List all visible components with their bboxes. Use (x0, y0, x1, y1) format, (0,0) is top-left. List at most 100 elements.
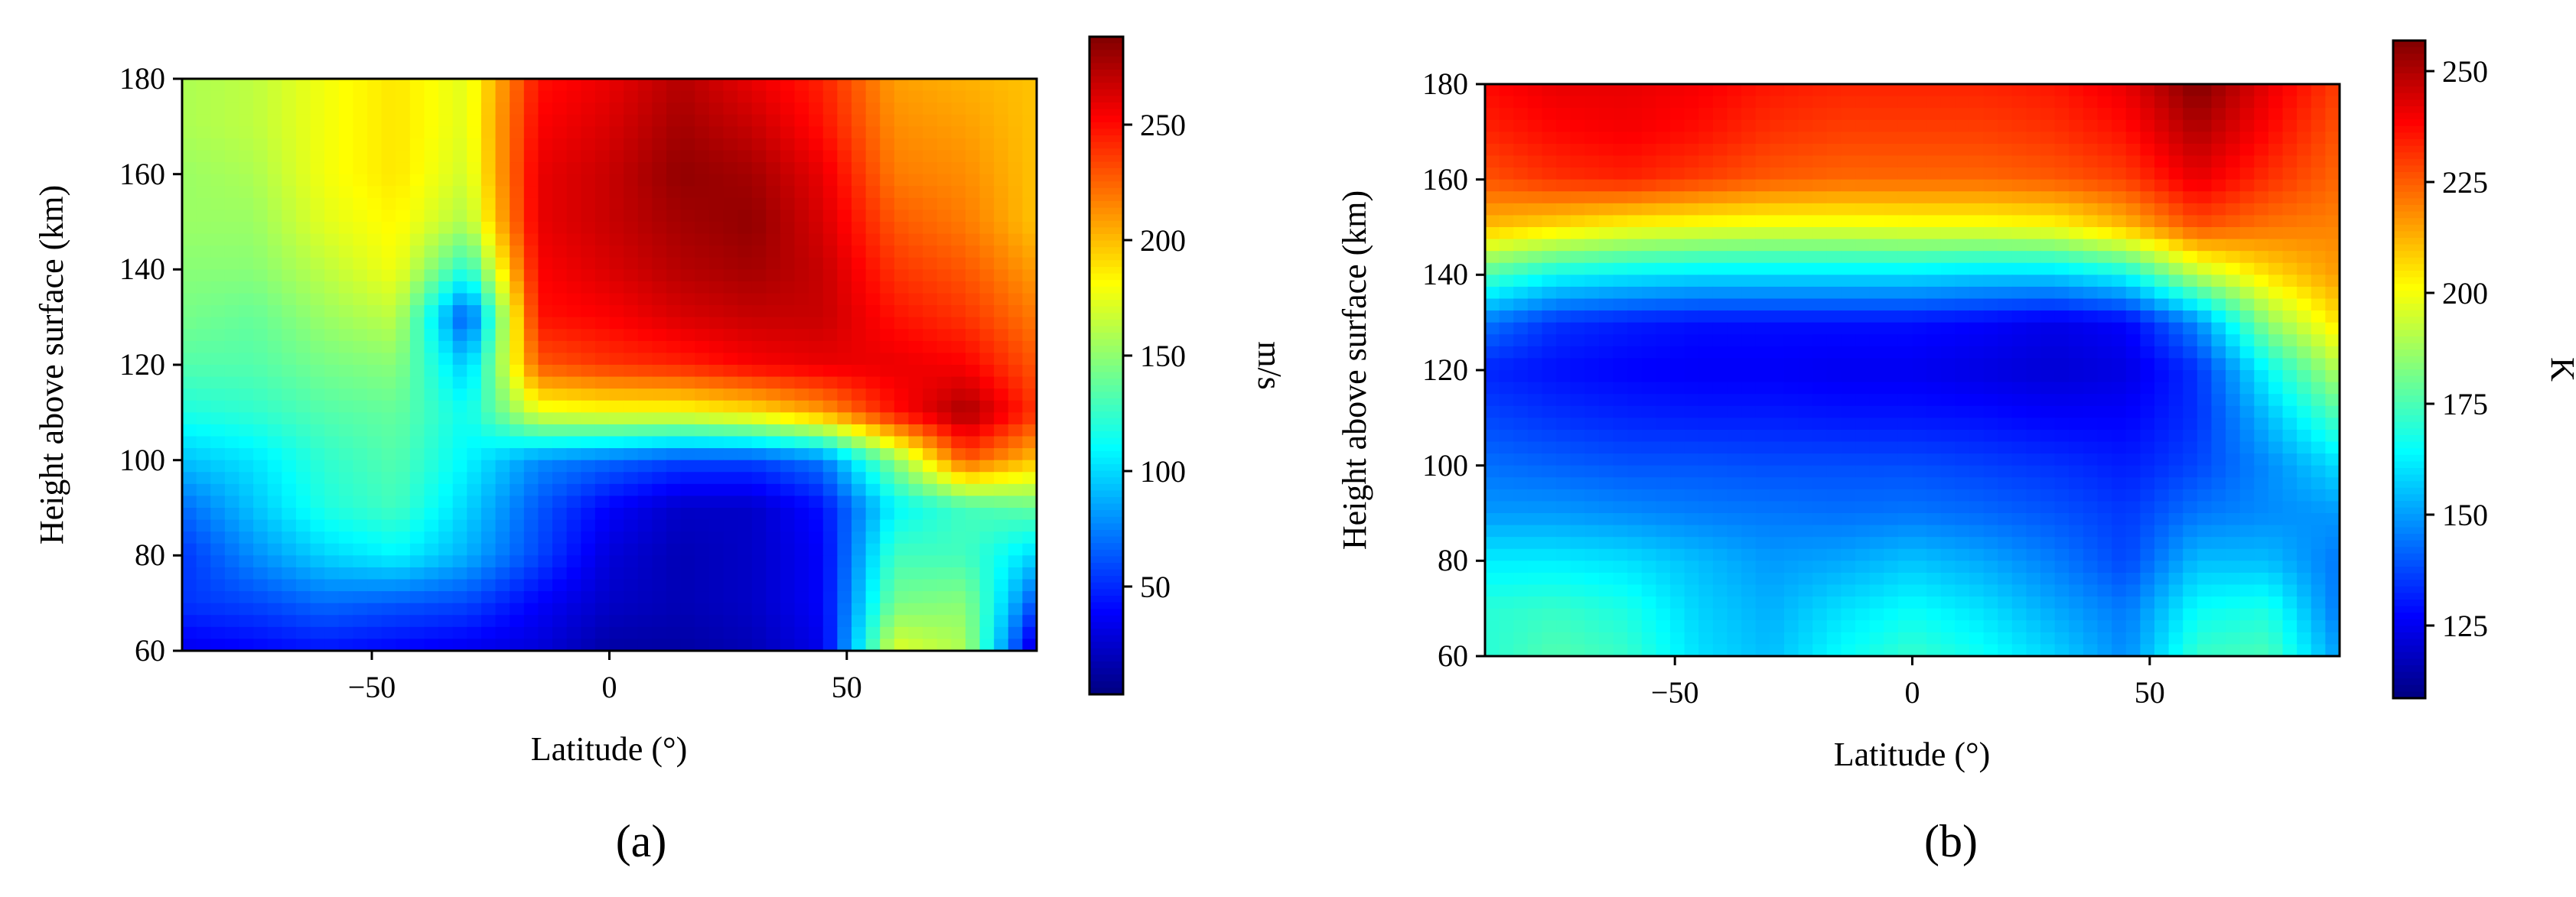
heatmap-cell (2183, 119, 2198, 132)
heatmap-cell (1983, 346, 1998, 359)
heatmap-cell (2083, 298, 2099, 311)
y-axis-label-a: Height above surface (km) (33, 185, 70, 544)
heatmap-cell (624, 543, 639, 556)
heatmap-cell (880, 222, 895, 235)
heatmap-cell (766, 269, 781, 282)
heatmap-cell (809, 162, 824, 175)
heatmap-cell (381, 579, 396, 592)
heatmap-cell (751, 376, 767, 389)
heatmap-cell (2183, 84, 2198, 97)
heatmap-cell (994, 436, 1009, 449)
heatmap-cell (865, 376, 881, 389)
heatmap-cell (2154, 262, 2170, 275)
heatmap-cell (2168, 275, 2184, 288)
heatmap-cell (1826, 275, 1842, 288)
heatmap-cell (282, 90, 297, 103)
heatmap-cell (2125, 143, 2141, 157)
heatmap-cell (1542, 84, 1557, 97)
heatmap-cell (2125, 405, 2141, 418)
heatmap-cell (196, 615, 211, 628)
heatmap-cell (880, 245, 895, 258)
heatmap-cell (2054, 465, 2070, 478)
heatmap-cell (1884, 227, 1899, 240)
heatmap-cell (409, 329, 425, 342)
heatmap-cell (723, 603, 738, 616)
heatmap-cell (723, 138, 738, 151)
heatmap-cell (1527, 96, 1543, 109)
heatmap-cell (310, 329, 325, 342)
heatmap-cell (1983, 167, 1998, 180)
heatmap-cell (566, 400, 581, 413)
heatmap-cell (1613, 322, 1628, 335)
heatmap-cell (210, 126, 226, 139)
heatmap-cell (680, 615, 695, 628)
heatmap-cell (1841, 215, 1856, 228)
heatmap-cell (2125, 370, 2141, 383)
heatmap-cell (1556, 119, 1571, 132)
heatmap-cell (2197, 143, 2213, 157)
heatmap-cell (1570, 286, 1585, 300)
heatmap-cell (923, 138, 938, 151)
heatmap-cell (708, 210, 725, 223)
heatmap-cell (210, 138, 226, 151)
heatmap-cell (609, 543, 624, 556)
heatmap-cell (951, 448, 966, 461)
heatmap-cell (1584, 310, 1600, 323)
heatmap-cell (822, 79, 838, 92)
heatmap-cell (637, 472, 653, 485)
heatmap-cell (1684, 405, 1699, 418)
heatmap-cell (723, 460, 738, 473)
heatmap-cell (1727, 119, 1742, 132)
heatmap-cell (979, 222, 995, 235)
heatmap-cell (495, 365, 510, 378)
heatmap-cell (894, 102, 910, 115)
heatmap-cell (695, 293, 710, 306)
heatmap-cell (381, 483, 396, 497)
heatmap-cell (594, 305, 611, 318)
heatmap-cell (2040, 215, 2056, 228)
heatmap-cell (310, 436, 325, 449)
heatmap-cell (851, 555, 867, 568)
heatmap-cell (409, 162, 425, 175)
heatmap-cell (2297, 405, 2312, 418)
heatmap-cell (2125, 334, 2141, 347)
heatmap-cell (865, 388, 881, 401)
heatmap-cell (594, 376, 611, 389)
heatmap-cell (837, 591, 852, 604)
heatmap-cell (979, 603, 995, 616)
heatmap-cell (766, 567, 781, 580)
heatmap-cell (523, 102, 539, 115)
heatmap-cell (2040, 429, 2056, 443)
heatmap-cell (1798, 394, 1813, 407)
heatmap-cell (1022, 555, 1037, 568)
heatmap-cell (2097, 405, 2112, 418)
heatmap-cell (452, 531, 467, 544)
heatmap-cell (2282, 262, 2298, 275)
heatmap-cell (1869, 203, 1884, 216)
heatmap-cell (2297, 310, 2312, 323)
heatmap-cell (809, 579, 824, 592)
heatmap-cell (2168, 453, 2184, 466)
heatmap-cell (680, 531, 695, 544)
heatmap-cell (396, 269, 411, 282)
heatmap-cell (1855, 322, 1871, 335)
heatmap-cell (267, 519, 282, 532)
heatmap-cell (708, 102, 725, 115)
heatmap-cell (695, 233, 710, 246)
heatmap-cell (495, 639, 510, 652)
heatmap-cell (1584, 286, 1600, 300)
heatmap-cell (353, 615, 368, 628)
heatmap-cell (822, 508, 838, 521)
heatmap-cell (794, 436, 809, 449)
heatmap-cell (239, 626, 254, 640)
heatmap-cell (2026, 251, 2041, 264)
heatmap-cell (2097, 310, 2112, 323)
heatmap-cell (865, 424, 881, 437)
heatmap-cell (666, 257, 682, 270)
heatmap-cell (1826, 453, 1842, 466)
heatmap-cell (794, 412, 809, 425)
heatmap-cell (1841, 346, 1856, 359)
heatmap-cell (1022, 102, 1037, 115)
heatmap-cell (1998, 119, 2013, 132)
heatmap-cell (965, 496, 981, 509)
